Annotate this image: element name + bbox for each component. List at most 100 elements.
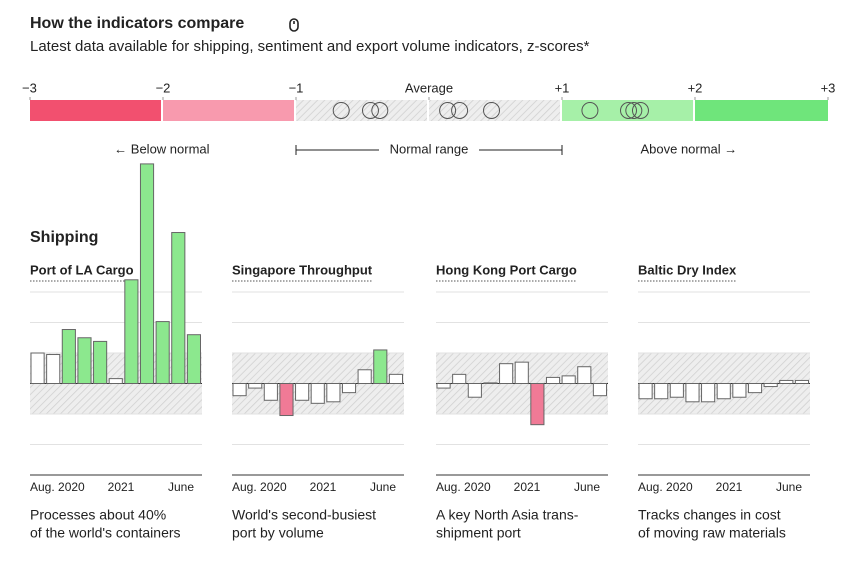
bar	[452, 373, 467, 385]
x-tick-label: June	[776, 480, 802, 494]
indicator-dot	[371, 102, 389, 119]
scale-band	[562, 100, 693, 121]
bar	[561, 375, 576, 384]
bar	[124, 279, 139, 384]
indicator-dot	[625, 102, 643, 119]
indicator-dot	[361, 102, 379, 119]
bar	[139, 163, 155, 384]
scale-band	[429, 100, 560, 121]
scale-tick-label: +2	[688, 80, 703, 95]
chart-title: Port of LA Cargo	[30, 262, 134, 277]
bar	[638, 383, 653, 400]
scale-band	[296, 100, 427, 121]
indicator-dot	[483, 102, 501, 119]
bar	[388, 373, 404, 385]
x-tick-label: 2021	[716, 480, 743, 494]
chart-title: Hong Kong Port Cargo	[436, 262, 577, 277]
chart-description: Processes about 40%	[30, 507, 166, 523]
scale-tick-label: −2	[156, 80, 171, 95]
indicator-dot	[439, 102, 457, 119]
bar	[93, 340, 108, 385]
scale-tick-label: +1	[555, 80, 570, 95]
chart-title: Singapore Throughput	[232, 262, 373, 277]
title-icon	[289, 18, 299, 32]
scale-tick-label: −1	[289, 80, 304, 95]
indicator-dot	[620, 102, 637, 119]
indicator-dot	[332, 102, 350, 119]
normal-range-bg	[379, 141, 479, 159]
x-tick-label: June	[168, 480, 194, 494]
chart-description: Tracks changes in cost	[638, 507, 781, 523]
bar	[186, 334, 201, 385]
bar	[61, 329, 76, 385]
bar	[779, 379, 794, 385]
bar	[467, 383, 482, 398]
bar	[108, 378, 123, 384]
x-tick-label: Aug. 2020	[638, 480, 693, 494]
bar	[530, 383, 545, 426]
title: How the indicators compare	[30, 15, 244, 32]
x-tick-label: June	[370, 480, 396, 494]
bar	[499, 363, 514, 384]
bar	[46, 354, 61, 384]
bar	[701, 383, 716, 403]
x-tick-label: 2021	[108, 480, 135, 494]
bar	[248, 383, 263, 389]
bar	[341, 383, 357, 394]
bar	[763, 383, 778, 388]
bar	[310, 383, 325, 404]
bar	[794, 379, 810, 385]
indicator-dot	[631, 102, 649, 119]
bar	[732, 383, 747, 398]
x-tick-label: Aug. 2020	[232, 480, 287, 494]
bar	[685, 383, 700, 403]
indicator-dot	[451, 102, 469, 119]
bar	[279, 383, 294, 417]
below-normal-label: ← Below normal	[114, 141, 209, 156]
scale-tick-label: Average	[405, 80, 453, 95]
bar	[483, 382, 498, 385]
bar	[171, 232, 186, 384]
indicator-dot	[581, 102, 599, 119]
chart-title: Baltic Dry Index	[638, 262, 737, 277]
bar	[514, 361, 529, 384]
normal-range-label: Normal range	[390, 141, 469, 156]
x-tick-label: Aug. 2020	[436, 480, 491, 494]
chart-description: of moving raw materials	[638, 525, 786, 541]
subtitle: Latest data available for shipping, sent…	[30, 38, 590, 55]
bar	[654, 383, 669, 400]
section-title: Shipping	[30, 229, 98, 246]
bar	[545, 376, 561, 384]
scale-band	[695, 100, 828, 121]
scale-tick-label: +3	[821, 80, 836, 95]
bar	[263, 383, 278, 401]
bar	[232, 383, 247, 397]
bar	[295, 383, 310, 401]
scale-tick-label: −3	[22, 80, 37, 95]
bar	[436, 383, 451, 389]
bar	[77, 337, 92, 384]
above-normal-label: Above normal →	[640, 141, 737, 156]
x-tick-label: 2021	[310, 480, 337, 494]
bar	[747, 383, 763, 394]
scale-band	[30, 100, 161, 121]
bar	[669, 383, 684, 398]
bar	[155, 321, 170, 384]
chart-description: shipment port	[436, 525, 521, 541]
bar	[592, 383, 608, 397]
bar	[577, 366, 592, 385]
bar	[716, 383, 731, 400]
x-tick-label: 2021	[514, 480, 541, 494]
chart-description: A key North Asia trans-	[436, 507, 579, 523]
bar	[326, 383, 341, 403]
chart-description: port by volume	[232, 525, 324, 541]
chart-description: World's second-busiest	[232, 507, 376, 523]
scale-band	[163, 100, 294, 121]
bar	[373, 349, 388, 385]
bar	[30, 352, 45, 384]
x-tick-label: Aug. 2020	[30, 480, 85, 494]
bar	[357, 369, 372, 384]
chart-description: of the world's containers	[30, 525, 181, 541]
x-tick-label: June	[574, 480, 600, 494]
